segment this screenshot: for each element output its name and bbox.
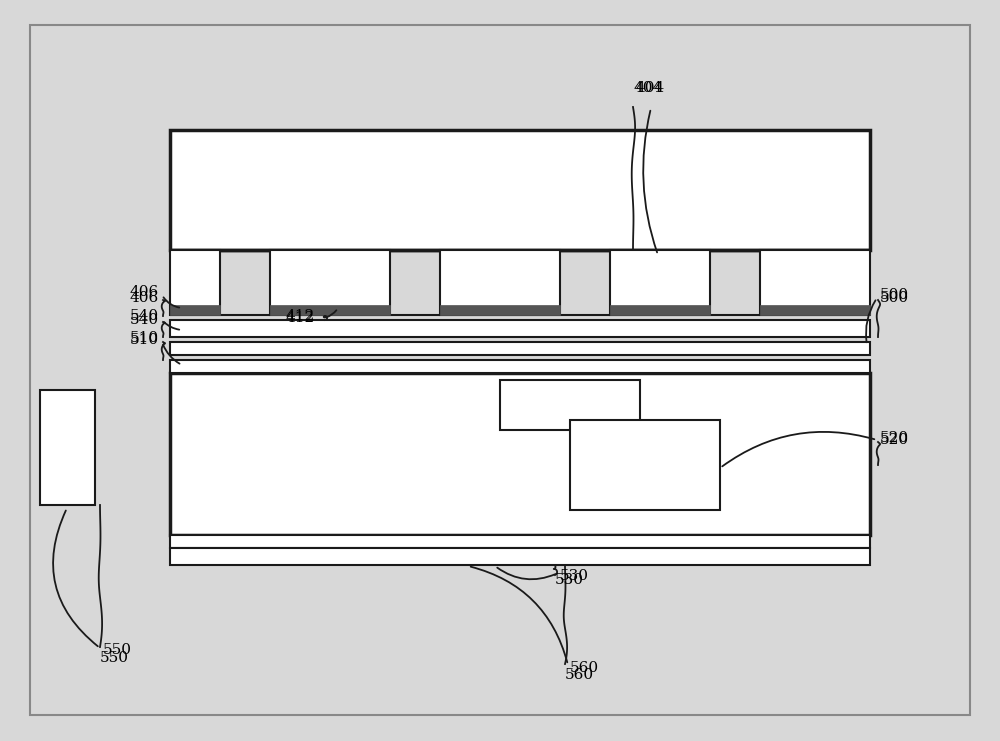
Text: 530: 530 [560,569,589,583]
Text: 406: 406 [130,285,159,299]
Text: 510: 510 [130,333,159,347]
Text: 520: 520 [880,431,909,445]
Bar [170,250,220,315]
Bar [170,305,220,315]
Text: 510: 510 [130,331,159,345]
Text: 550: 550 [103,643,132,657]
Text: 500: 500 [880,288,909,302]
Bar [40,390,95,505]
Bar [610,305,710,315]
Bar [570,420,720,510]
Bar [500,380,640,430]
Text: 560: 560 [570,661,599,675]
Text: 412: 412 [285,311,314,325]
Bar [610,250,710,315]
Text: 540: 540 [130,309,159,323]
Bar [170,360,870,373]
Text: 530: 530 [555,573,584,587]
Bar [440,250,560,315]
Bar [440,305,560,315]
Text: 404: 404 [635,81,664,95]
Bar [270,305,390,315]
Text: 406: 406 [130,291,159,305]
Text: 550: 550 [100,651,129,665]
Text: 500: 500 [880,291,909,305]
Text: 520: 520 [880,433,909,447]
Bar [170,320,870,337]
Text: 412: 412 [286,309,315,323]
Bar [170,548,870,565]
Bar [760,250,870,315]
Bar [170,342,870,355]
Bar [170,535,870,548]
Text: 540: 540 [130,313,159,327]
Bar [170,373,870,535]
Text: 560: 560 [565,668,594,682]
Bar [270,250,390,315]
Bar [760,305,870,315]
Bar [170,130,870,250]
Text: 404: 404 [633,81,662,95]
